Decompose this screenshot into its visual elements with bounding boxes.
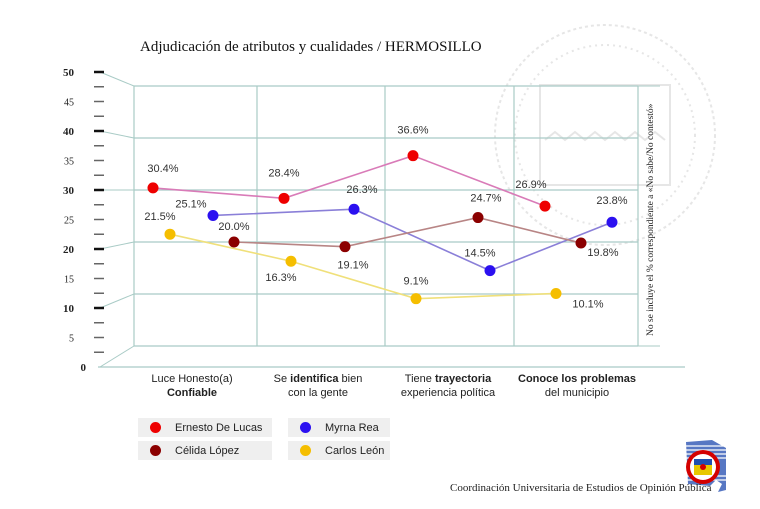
y-tick-label: 15 bbox=[64, 275, 74, 286]
legend-label: Myrna Rea bbox=[325, 421, 379, 434]
grid bbox=[98, 71, 685, 368]
x-axis: Luce Honesto(a) Confiable Se identifica bi… bbox=[151, 373, 636, 399]
x-category-label: del municipio bbox=[545, 387, 609, 399]
series-line-0 bbox=[152, 154, 546, 207]
y-tick-label: 35 bbox=[64, 157, 74, 168]
legend-label: Célida López bbox=[175, 444, 240, 457]
data-point bbox=[147, 182, 159, 194]
legend-marker-icon bbox=[300, 422, 311, 433]
gridline-connector bbox=[99, 130, 135, 139]
data-point bbox=[606, 216, 618, 228]
data-label: 21.5% bbox=[144, 211, 175, 223]
x-category-label: Tiene trayectoria bbox=[405, 373, 492, 385]
data-label: 19.8% bbox=[587, 247, 618, 259]
data-label: 19.1% bbox=[337, 260, 368, 272]
data-label: 9.1% bbox=[403, 276, 428, 288]
x-category-label: Conoce los problemas bbox=[518, 373, 636, 385]
chart-title: Adjudicación de atributos y cualidades /… bbox=[140, 39, 482, 55]
y-tick-label: 45 bbox=[64, 98, 74, 109]
data-point bbox=[575, 237, 587, 249]
annotation-note: No se incluye el % correspondiente a «No… bbox=[646, 103, 656, 336]
data-label: 25.1% bbox=[175, 198, 206, 210]
gridline-connector bbox=[99, 345, 135, 368]
data-point bbox=[348, 203, 360, 215]
data-point bbox=[228, 236, 240, 248]
legend-item-ernesto-de-lucas: Ernesto De Lucas bbox=[138, 418, 272, 437]
y-tick-label: 0 bbox=[81, 362, 87, 374]
data-label: 14.5% bbox=[464, 248, 495, 260]
legend-item-carlos-leon: Carlos León bbox=[288, 441, 390, 460]
series-line-2 bbox=[233, 216, 582, 248]
data-label: 20.0% bbox=[218, 221, 249, 233]
data-label: 24.7% bbox=[470, 193, 501, 205]
data-point bbox=[339, 241, 351, 253]
y-tick-label: 5 bbox=[69, 334, 74, 345]
gridline-connector bbox=[99, 71, 135, 87]
legend-item-myrna-rea: Myrna Rea bbox=[288, 418, 390, 437]
data-label: 26.9% bbox=[515, 179, 546, 191]
data-point bbox=[550, 287, 562, 299]
y-tick-label: 25 bbox=[64, 216, 74, 227]
series-line-1 bbox=[212, 208, 613, 272]
legend-item-celida-lopez: Célida López bbox=[138, 441, 272, 460]
legend-marker-icon bbox=[300, 445, 311, 456]
data-point bbox=[410, 293, 422, 305]
y-tick-label: 50 bbox=[63, 67, 75, 79]
data-point bbox=[164, 228, 176, 240]
data-label: 23.8% bbox=[596, 195, 627, 207]
x-category-label: Luce Honesto(a) bbox=[151, 373, 232, 385]
gridline-connector bbox=[99, 241, 135, 250]
data-point bbox=[207, 209, 219, 221]
x-category-label: Confiable bbox=[167, 387, 217, 399]
legend-marker-icon bbox=[150, 445, 161, 456]
series-line-3 bbox=[169, 233, 557, 300]
data-point bbox=[539, 200, 551, 212]
data-label: 30.4% bbox=[147, 163, 178, 175]
data-label: 28.4% bbox=[268, 167, 299, 179]
x-category-label: Se identifica bien bbox=[274, 373, 363, 385]
data-point bbox=[484, 265, 496, 277]
watermark-seal-icon bbox=[494, 24, 716, 246]
y-tick-label: 20 bbox=[63, 244, 75, 256]
data-label: 10.1% bbox=[572, 298, 603, 310]
university-logo-icon bbox=[686, 440, 726, 492]
y-tick-label: 40 bbox=[63, 126, 75, 138]
data-label: 16.3% bbox=[265, 272, 296, 284]
data-label: 36.6% bbox=[397, 125, 428, 137]
data-point bbox=[285, 255, 297, 267]
y-tick-label: 10 bbox=[63, 303, 75, 315]
y-tick-label: 30 bbox=[63, 185, 75, 197]
legend-marker-icon bbox=[150, 422, 161, 433]
data-point bbox=[472, 212, 484, 224]
data-label: 26.3% bbox=[346, 184, 377, 196]
y-axis: 0 10 20 30 40 50 5 15 25 35 45 bbox=[63, 67, 104, 374]
legend-label: Ernesto De Lucas bbox=[175, 421, 263, 434]
gridline-connector bbox=[99, 293, 135, 309]
x-category-label: experiencia política bbox=[401, 387, 496, 399]
legend-label: Carlos León bbox=[325, 444, 385, 457]
footer-credit: Coordinación Universitaria de Estudios d… bbox=[450, 482, 712, 494]
data-point bbox=[407, 150, 419, 162]
data-point bbox=[278, 192, 290, 204]
series-layer: 30.4% 28.4% 36.6% 26.9% 25.1% 26.3% 14.5% 23.8%… bbox=[144, 125, 627, 311]
x-category-label: con la gente bbox=[288, 387, 348, 399]
